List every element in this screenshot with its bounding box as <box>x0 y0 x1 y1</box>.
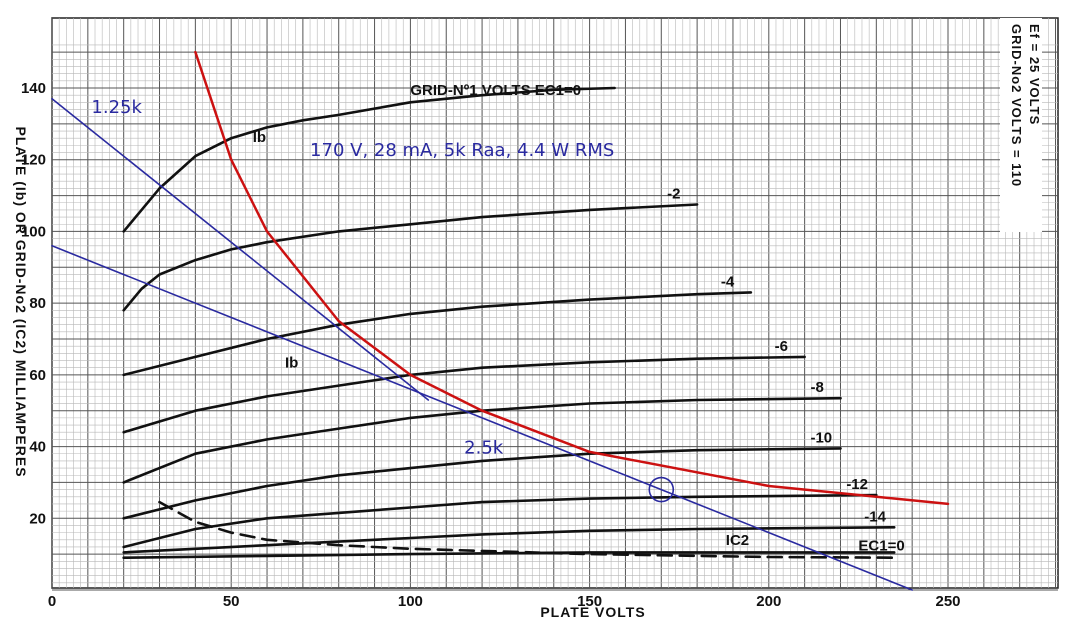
series-line-14 <box>122 525 896 554</box>
y-tick-label: 140 <box>21 80 46 97</box>
annotation-text: 1.25k <box>91 97 142 118</box>
y-tick-label: 20 <box>29 510 46 527</box>
curve-tag-ib: Ib <box>253 129 266 146</box>
annotation-text: 170 V, 28 mA, 5k Raa, 4.4 W RMS <box>310 140 614 161</box>
series-line-ic2 <box>158 500 896 560</box>
series-line-1-25k-load-line <box>51 98 430 401</box>
x-tick-label: 100 <box>398 593 423 610</box>
series-label: -12 <box>846 476 868 493</box>
series-label: -14 <box>864 508 886 525</box>
series-label: IC2 <box>726 532 749 549</box>
series-label: -4 <box>721 273 735 290</box>
x-tick-label: 250 <box>935 593 960 610</box>
x-tick-label: 0 <box>48 593 56 610</box>
operating-point-marker <box>648 476 675 503</box>
x-tick-label: 150 <box>577 593 602 610</box>
series-label: -10 <box>810 429 832 446</box>
series-line-max-dissipation <box>194 50 950 506</box>
y-tick-label: 100 <box>21 223 46 240</box>
series-line-2-5k-load-line <box>51 245 914 591</box>
grid <box>51 17 1059 591</box>
plot-labels: 0 50 100 150 200 250 20 40 60 80 100 120 140 GRID-Nº1… <box>21 80 961 610</box>
series-label: EC1=0 <box>858 538 904 555</box>
y-tick-label: 120 <box>21 152 46 169</box>
series-label: -8 <box>810 379 823 396</box>
curve-tag-ib: Ib <box>285 355 298 372</box>
x-tick-label: 200 <box>756 593 781 610</box>
series-line-12 <box>122 493 878 549</box>
series-line-10 <box>122 447 842 520</box>
annotation-text: 2.5k <box>464 438 504 459</box>
x-tick-label: 50 <box>223 593 240 610</box>
conditions-box: Ef = 25 VOLTS GRID-No2 VOLTS = 110 <box>1000 18 1042 232</box>
y-tick-label: 40 <box>29 439 46 456</box>
y-tick-label: 80 <box>29 295 46 312</box>
x-axis-title: PLATE VOLTS <box>540 604 645 620</box>
series-line-8 <box>122 396 842 484</box>
series-label: -6 <box>775 338 788 355</box>
plot-curves <box>51 50 950 591</box>
condition-heater: Ef = 25 VOLTS <box>1027 24 1042 125</box>
y-axis-title: PLATE (Ib) OR GRID-No2 (IC2) MILLIAMPERE… <box>13 126 29 477</box>
series-label: GRID-Nº1 VOLTS EC1=0 <box>410 82 581 99</box>
condition-screen: GRID-No2 VOLTS = 110 <box>1009 24 1024 187</box>
series-line-2 <box>122 203 699 312</box>
y-tick-label: 60 <box>29 367 46 384</box>
series-line-grid-no1-volts-ec1-0 <box>122 86 617 233</box>
series-line-ec1-0 <box>122 551 896 560</box>
series-label: -2 <box>667 186 680 203</box>
series-line-4 <box>122 291 753 377</box>
